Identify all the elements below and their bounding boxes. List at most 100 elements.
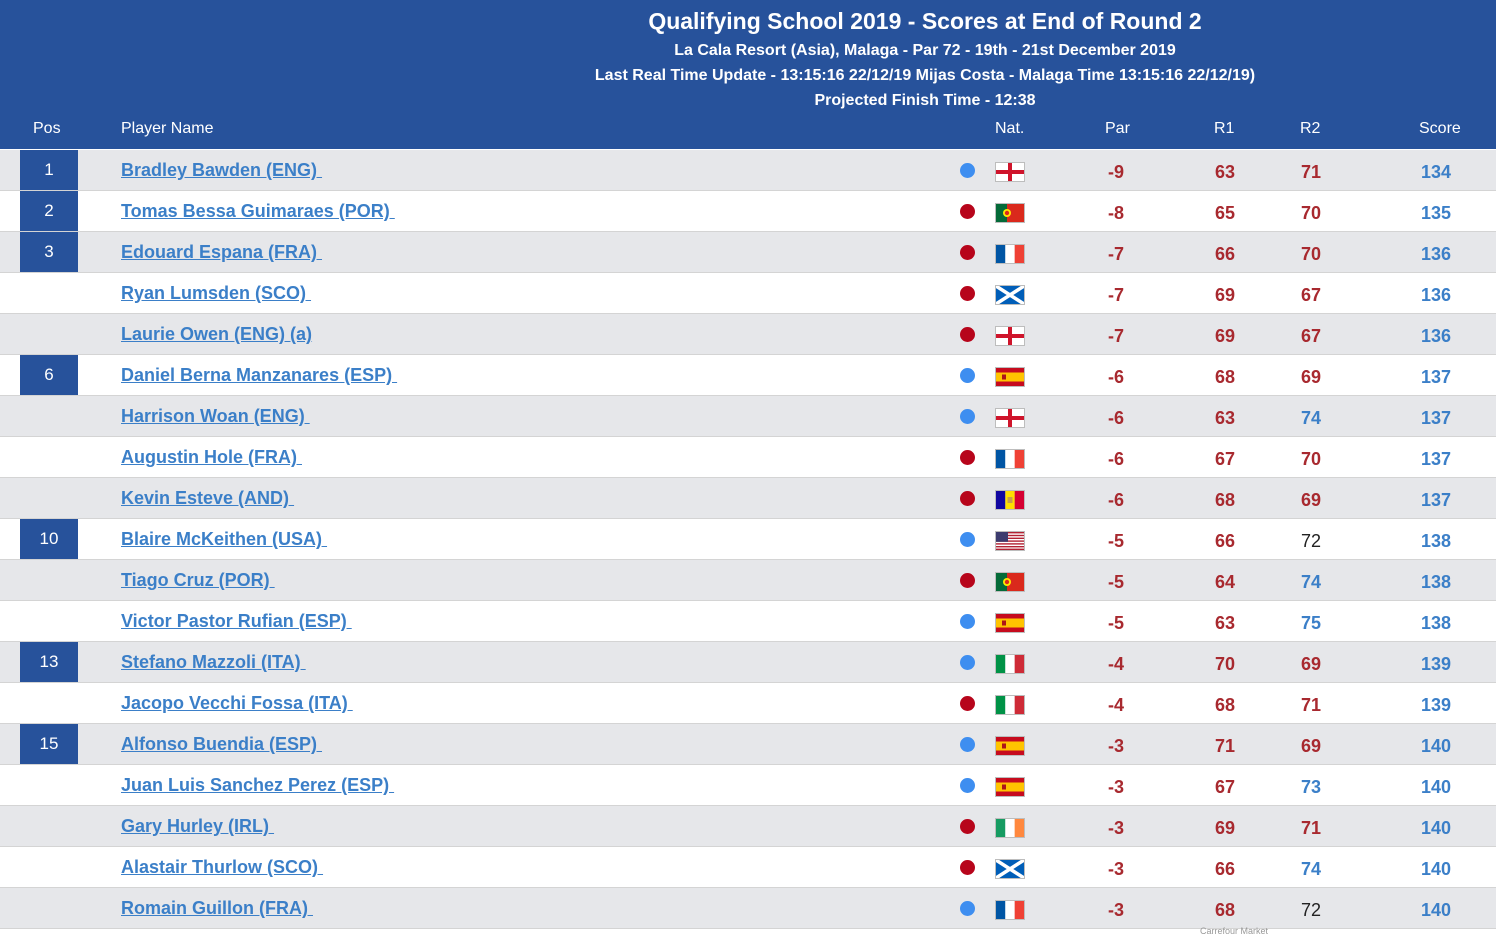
par-value: -4 [1107, 695, 1124, 715]
tee-indicator-red-dot-icon [960, 491, 975, 506]
player-name-link[interactable]: Daniel Berna Manzanares (ESP) [121, 365, 398, 385]
r2-value: 74 [1300, 572, 1322, 592]
par-value: -8 [1107, 203, 1124, 223]
column-header-pos: Pos [33, 120, 61, 137]
table-row: Harrison Woan (ENG) -6 63 74 137 [0, 396, 1496, 437]
table-row: 15 Alfonso Buendia (ESP) -3 71 69 140 [0, 724, 1496, 765]
player-name-link[interactable]: Jacopo Vecchi Fossa (ITA) [121, 693, 353, 713]
par-value: -7 [1107, 326, 1124, 346]
score-value[interactable]: 139 [1420, 654, 1452, 674]
par-value: -9 [1107, 162, 1124, 182]
score-value[interactable]: 140 [1420, 818, 1452, 838]
column-header-r2: R2 [1300, 120, 1321, 137]
r2-value: 70 [1300, 203, 1322, 223]
player-name-link[interactable]: Bradley Bawden (ENG) [121, 160, 323, 180]
par-value: -6 [1107, 408, 1124, 428]
par-value: -6 [1107, 449, 1124, 469]
score-value[interactable]: 137 [1420, 449, 1452, 469]
table-row: 3 Edouard Espana (FRA) -7 66 70 136 [0, 232, 1496, 273]
score-value[interactable]: 136 [1420, 244, 1452, 264]
table-row: 10 Blaire McKeithen (USA) -5 66 72 138 [0, 519, 1496, 560]
score-value[interactable]: 135 [1420, 203, 1452, 223]
score-value[interactable]: 134 [1420, 162, 1452, 182]
player-name-link[interactable]: Alastair Thurlow (SCO) [121, 857, 324, 877]
position-badge: 2 [20, 191, 78, 231]
flag-andorra-icon [995, 490, 1025, 510]
column-header-par: Par [1105, 120, 1130, 137]
player-name-link[interactable]: Victor Pastor Rufian (ESP) [121, 611, 352, 631]
flag-spain-icon [995, 613, 1025, 633]
table-row: Romain Guillon (FRA) -3 68 72 140 [0, 888, 1496, 929]
tee-indicator-red-dot-icon [960, 450, 975, 465]
tee-indicator-blue-dot-icon [960, 409, 975, 424]
flag-usa-icon [995, 531, 1025, 551]
flag-england-icon [995, 326, 1025, 346]
r2-value: 67 [1300, 285, 1322, 305]
flag-spain-icon [995, 736, 1025, 756]
par-value: -3 [1107, 859, 1124, 879]
tee-indicator-red-dot-icon [960, 204, 975, 219]
player-name-link[interactable]: Ryan Lumsden (SCO) [121, 283, 312, 303]
tee-indicator-red-dot-icon [960, 245, 975, 260]
score-value[interactable]: 138 [1420, 613, 1452, 633]
score-value[interactable]: 136 [1420, 285, 1452, 305]
score-value[interactable]: 140 [1420, 859, 1452, 879]
tee-indicator-red-dot-icon [960, 286, 975, 301]
player-name-link[interactable]: Alfonso Buendia (ESP) [121, 734, 323, 754]
r1-value: 69 [1214, 818, 1236, 838]
score-value[interactable]: 140 [1420, 777, 1452, 797]
player-name-link[interactable]: Augustin Hole (FRA) [121, 447, 302, 467]
table-row: Ryan Lumsden (SCO) -7 69 67 136 [0, 273, 1496, 314]
player-name-link[interactable]: Harrison Woan (ENG) [121, 406, 310, 426]
score-value[interactable]: 140 [1420, 736, 1452, 756]
player-name-link[interactable]: Juan Luis Sanchez Perez (ESP) [121, 775, 395, 795]
score-value[interactable]: 136 [1420, 326, 1452, 346]
flag-ireland-icon [995, 818, 1025, 838]
player-name-link[interactable]: Romain Guillon (FRA) [121, 898, 313, 918]
r2-value: 74 [1300, 408, 1322, 428]
par-value: -6 [1107, 367, 1124, 387]
tee-indicator-blue-dot-icon [960, 901, 975, 916]
r1-value: 66 [1214, 531, 1236, 551]
player-name-link[interactable]: Blaire McKeithen (USA) [121, 529, 328, 549]
tee-indicator-blue-dot-icon [960, 614, 975, 629]
player-name-link[interactable]: Tomas Bessa Guimaraes (POR) [121, 201, 395, 221]
r2-value: 71 [1300, 695, 1322, 715]
flag-spain-icon [995, 777, 1025, 797]
table-row: Tiago Cruz (POR) -5 64 74 138 [0, 560, 1496, 601]
tee-indicator-red-dot-icon [960, 819, 975, 834]
column-header-r1: R1 [1214, 120, 1235, 137]
table-row: Alastair Thurlow (SCO) -3 66 74 140 [0, 847, 1496, 888]
score-value[interactable]: 138 [1420, 572, 1452, 592]
flag-france-icon [995, 900, 1025, 920]
r2-value: 69 [1300, 367, 1322, 387]
projected-finish: Projected Finish Time - 12:38 [814, 92, 1036, 109]
player-name-link[interactable]: Laurie Owen (ENG) (a) [121, 324, 313, 344]
tee-indicator-blue-dot-icon [960, 778, 975, 793]
column-header-player: Player Name [121, 120, 214, 137]
score-value[interactable]: 137 [1420, 367, 1452, 387]
score-value[interactable]: 137 [1420, 408, 1452, 428]
player-name-link[interactable]: Stefano Mazzoli (ITA) [121, 652, 306, 672]
table-row: Kevin Esteve (AND) -6 68 69 137 [0, 478, 1496, 519]
footer-text: Carrefour Market [1200, 926, 1269, 936]
par-value: -3 [1107, 818, 1124, 838]
player-name-link[interactable]: Kevin Esteve (AND) [121, 488, 295, 508]
tee-indicator-red-dot-icon [960, 573, 975, 588]
score-value[interactable]: 140 [1420, 900, 1452, 920]
par-value: -5 [1107, 613, 1124, 633]
table-row: 6 Daniel Berna Manzanares (ESP) -6 68 69 137 [0, 355, 1496, 396]
score-value[interactable]: 137 [1420, 490, 1452, 510]
player-name-link[interactable]: Tiago Cruz (POR) [121, 570, 275, 590]
r1-value: 69 [1214, 285, 1236, 305]
score-value[interactable]: 138 [1420, 531, 1452, 551]
flag-italy-icon [995, 654, 1025, 674]
score-value[interactable]: 139 [1420, 695, 1452, 715]
update-info: Last Real Time Update - 13:15:16 22/12/1… [594, 67, 1256, 84]
r2-value: 72 [1300, 900, 1322, 920]
r1-value: 68 [1214, 490, 1236, 510]
player-name-link[interactable]: Gary Hurley (IRL) [121, 816, 275, 836]
player-name-link[interactable]: Edouard Espana (FRA) [121, 242, 323, 262]
r2-value: 73 [1300, 777, 1322, 797]
flag-england-icon [995, 162, 1025, 182]
